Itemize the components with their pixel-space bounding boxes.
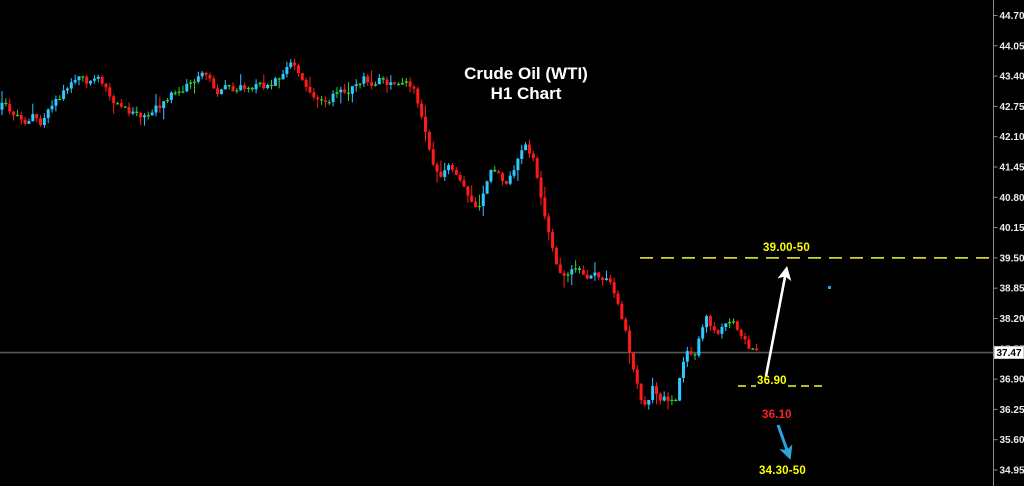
target-zone-label: 34.30-50	[759, 465, 806, 477]
price-axis-label: 41.45	[1000, 162, 1024, 173]
price-axis-label: 38.20	[1000, 314, 1024, 325]
price-axis-label: 44.05	[1000, 41, 1024, 52]
chart-title-line1: Crude Oil (WTI)	[464, 64, 588, 83]
price-axis-label: 40.80	[1000, 193, 1024, 204]
up-arrow	[764, 266, 792, 377]
price-axis-label: 44.70	[1000, 11, 1024, 22]
price-axis-label: 34.95	[1000, 465, 1024, 476]
chart-title-line2: H1 Chart	[490, 84, 562, 103]
price-axis-label: 38.85	[1000, 284, 1024, 295]
quote-dot	[828, 286, 831, 289]
price-axis-label: 40.15	[1000, 223, 1024, 234]
chart-title: Crude Oil (WTI) H1 Chart	[396, 64, 656, 104]
price-axis-label: 35.60	[1000, 435, 1024, 446]
price-axis-label: 39.50	[1000, 253, 1024, 264]
resistance-zone-label: 39.00-50	[763, 242, 810, 254]
candlestick-series	[0, 58, 759, 410]
price-axis-label: 43.40	[1000, 72, 1024, 83]
price-axis-label: 42.75	[1000, 102, 1024, 113]
support-level-label: 36.90	[757, 375, 787, 387]
price-axis-label: 36.90	[1000, 375, 1024, 386]
swing-low-label: 36.10	[762, 409, 792, 421]
down-arrow	[776, 424, 793, 460]
price-axis-label: 36.25	[1000, 405, 1024, 416]
price-axis-label: 42.10	[1000, 132, 1024, 143]
current-price-tag: 37.47	[994, 346, 1024, 359]
